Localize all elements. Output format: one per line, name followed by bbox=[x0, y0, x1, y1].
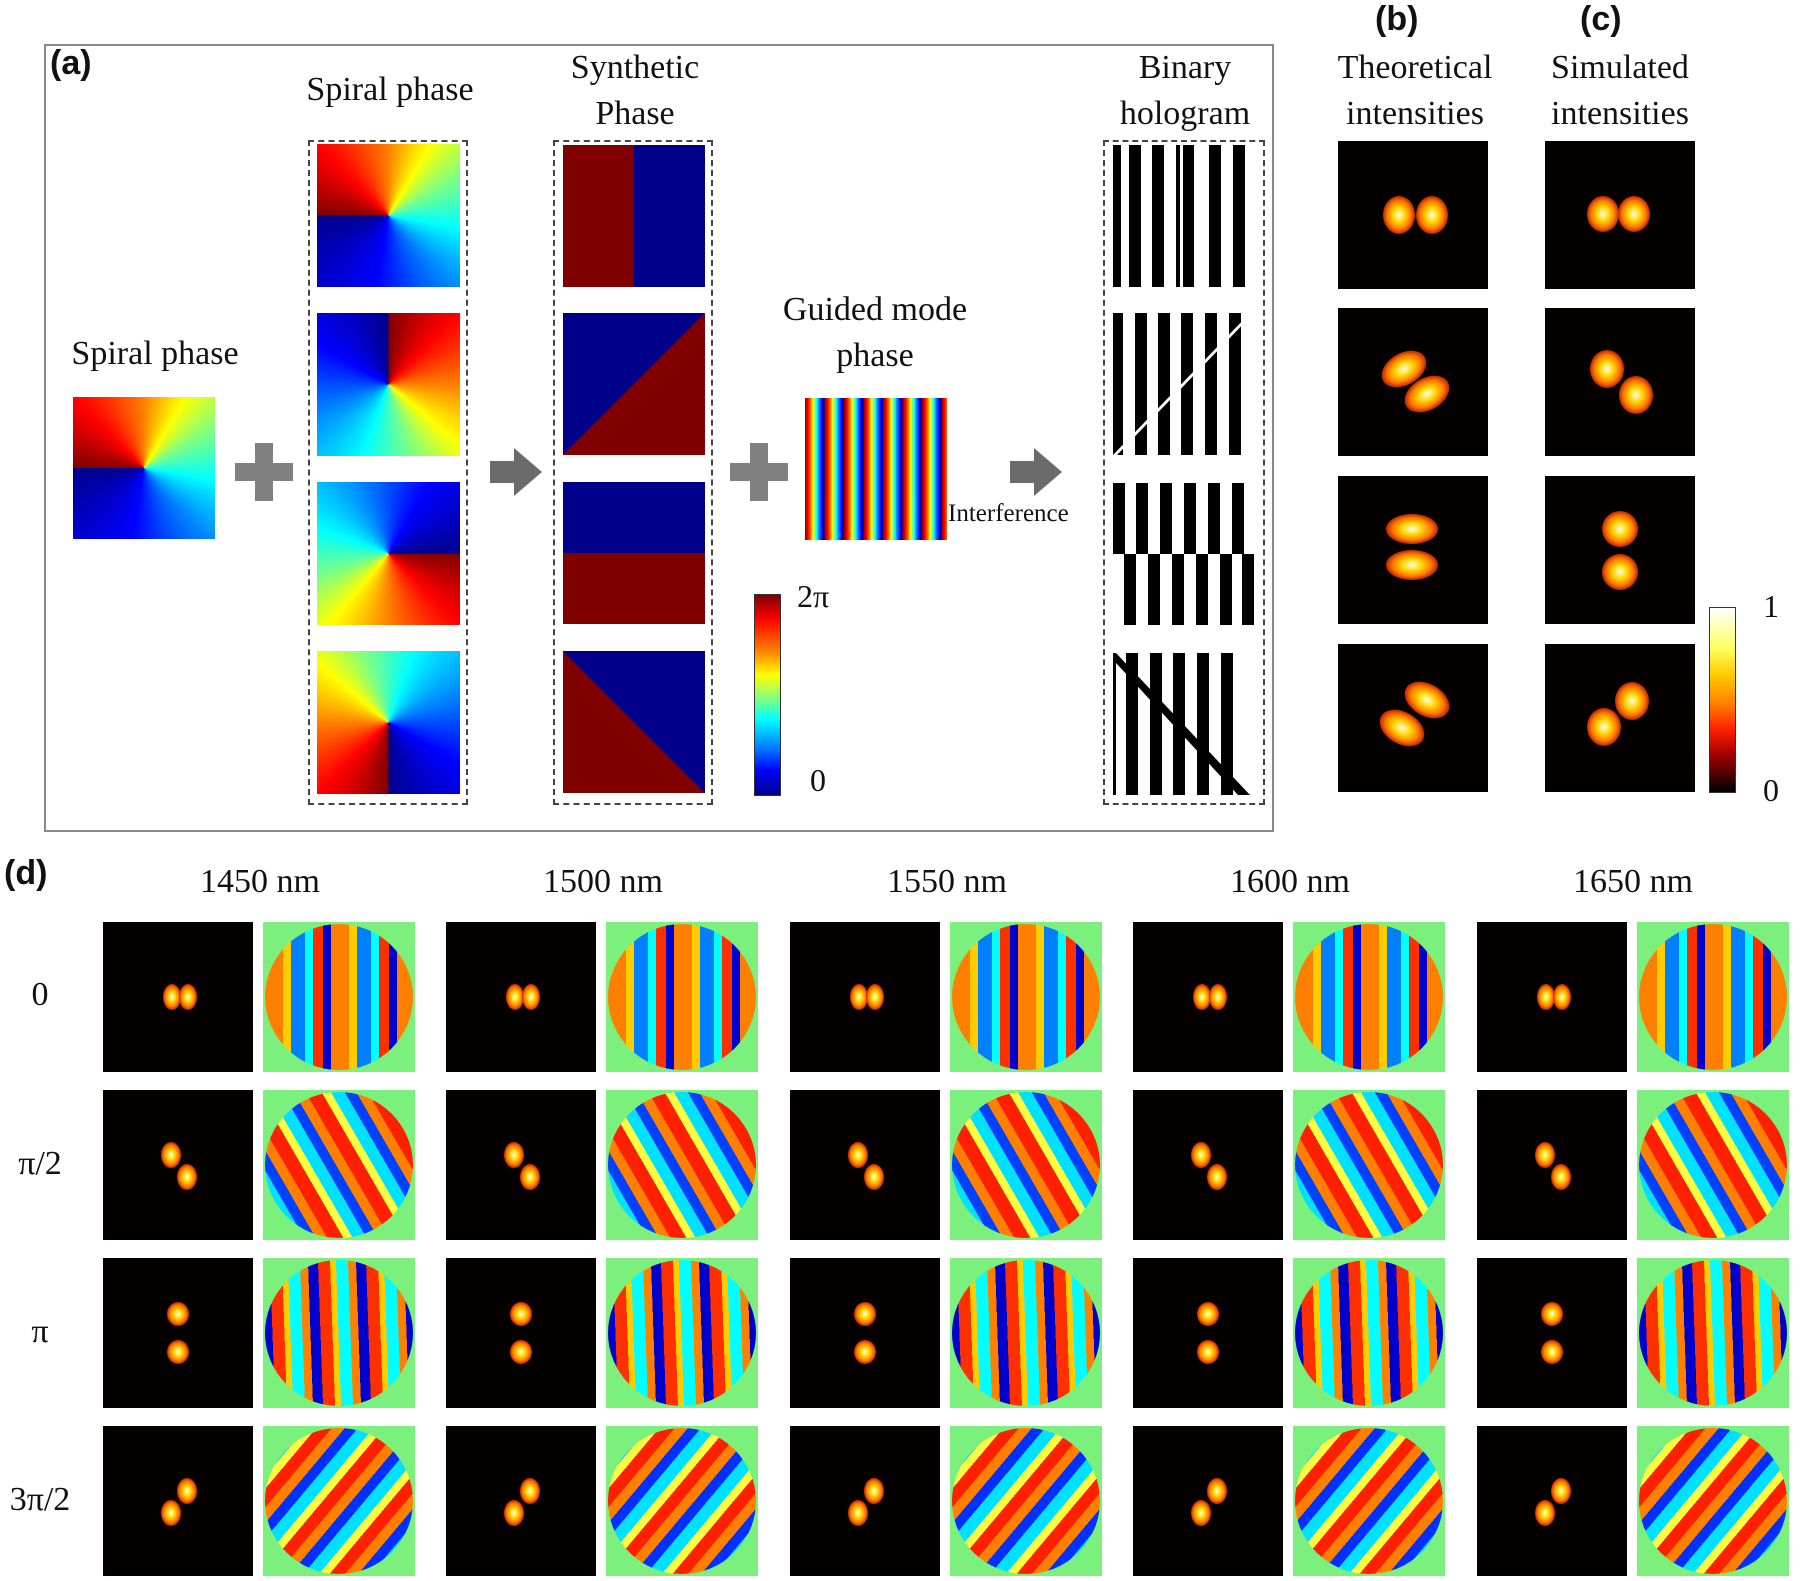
wavelength-intensity-tile bbox=[103, 1258, 253, 1408]
simulated-intensity-tile-1 bbox=[1545, 141, 1695, 289]
wavelength-label-1450: 1450 nm bbox=[200, 863, 320, 900]
wavelength-label-1500: 1500 nm bbox=[543, 863, 663, 900]
wavelength-intensity-tile bbox=[446, 1426, 596, 1576]
wavelength-intensity-tile bbox=[1477, 922, 1627, 1072]
panel-a-label: (a) bbox=[50, 44, 92, 82]
phase-colorbar-max: 2π bbox=[797, 578, 830, 614]
wavelength-phase-map-tile bbox=[1637, 922, 1789, 1072]
wavelength-phase-map-tile bbox=[950, 1426, 1102, 1576]
synthetic-phase-title-line1: Synthetic bbox=[570, 49, 700, 86]
arrow-right-icon bbox=[490, 448, 542, 496]
spiral-phase-tile-4 bbox=[317, 651, 460, 794]
theoretical-intensities-title-line2: intensities bbox=[1346, 95, 1484, 132]
wavelength-phase-map-tile bbox=[606, 922, 758, 1072]
rotation-label-pi: π bbox=[31, 1313, 49, 1350]
spiral-phase-column-frame bbox=[308, 140, 468, 805]
wavelength-intensity-tile bbox=[446, 1258, 596, 1408]
wavelength-phase-map-tile bbox=[950, 1258, 1102, 1408]
synthetic-phase-title-line2: Phase bbox=[595, 95, 675, 132]
simulated-intensity-tile-4 bbox=[1545, 644, 1695, 792]
panel-b-label: (b) bbox=[1375, 0, 1419, 38]
spiral-phase-tile-2 bbox=[317, 313, 460, 456]
wavelength-phase-map-tile bbox=[606, 1090, 758, 1240]
wavelength-phase-map-tile bbox=[606, 1426, 758, 1576]
wavelength-phase-map-tile bbox=[950, 1090, 1102, 1240]
wavelength-label-1550: 1550 nm bbox=[887, 863, 1007, 900]
wavelength-intensity-tile bbox=[1133, 1426, 1283, 1576]
wavelength-intensity-tile bbox=[1133, 922, 1283, 1072]
spiral-phase-tile-3 bbox=[317, 482, 460, 625]
spiral-phase-tile-1 bbox=[317, 144, 460, 287]
panel-c-label: (c) bbox=[1580, 0, 1622, 38]
synthetic-phase-tile-3 bbox=[563, 482, 705, 624]
phase-colorbar-min: 0 bbox=[810, 762, 826, 798]
synthetic-phase-column-frame bbox=[553, 140, 713, 805]
phase-colorbar bbox=[754, 594, 781, 796]
wavelength-label-1600: 1600 nm bbox=[1230, 863, 1350, 900]
wavelength-intensity-tile bbox=[1477, 1090, 1627, 1240]
guided-mode-phase-tile bbox=[805, 398, 947, 540]
simulated-intensity-tile-2 bbox=[1545, 308, 1695, 456]
binary-hologram-title-line2: hologram bbox=[1119, 95, 1251, 132]
wavelength-intensity-tile bbox=[1133, 1258, 1283, 1408]
wavelength-intensity-tile bbox=[103, 1090, 253, 1240]
panel-a-frame bbox=[44, 44, 1274, 832]
wavelength-phase-map-tile bbox=[1637, 1258, 1789, 1408]
wavelength-intensity-tile bbox=[1477, 1426, 1627, 1576]
wavelength-intensity-tile bbox=[1477, 1258, 1627, 1408]
binary-hologram-column-frame bbox=[1103, 140, 1265, 805]
rotation-label-pi-half: π/2 bbox=[18, 1145, 62, 1182]
rotation-label-3pi-half: 3π/2 bbox=[9, 1481, 71, 1518]
simulated-intensity-tile-3 bbox=[1545, 476, 1695, 624]
synthetic-phase-tile-4 bbox=[563, 651, 705, 793]
simulated-intensities-title-line1: Simulated bbox=[1551, 49, 1689, 86]
wavelength-intensity-tile bbox=[790, 1090, 940, 1240]
wavelength-phase-map-tile bbox=[263, 922, 415, 1072]
theoretical-intensities-title-line1: Theoretical bbox=[1337, 49, 1493, 86]
intensity-colorbar bbox=[1709, 607, 1736, 793]
plus-icon bbox=[730, 443, 788, 501]
wavelength-phase-map-tile bbox=[606, 1258, 758, 1408]
binary-hologram-title-line1: Binary bbox=[1138, 49, 1232, 86]
wavelength-phase-map-tile bbox=[1293, 922, 1445, 1072]
wavelength-phase-map-tile bbox=[1293, 1258, 1445, 1408]
synthetic-phase-tile-2 bbox=[563, 313, 705, 455]
simulated-intensities-title-line2: intensities bbox=[1551, 95, 1689, 132]
wavelength-phase-map-tile bbox=[1637, 1426, 1789, 1576]
binary-hologram-tiles bbox=[1113, 145, 1254, 795]
wavelength-phase-map-tile bbox=[263, 1426, 415, 1576]
wavelength-intensity-tile bbox=[790, 922, 940, 1072]
wavelength-intensity-tile bbox=[446, 922, 596, 1072]
spiral-phase-column-title: Spiral phase bbox=[306, 71, 474, 108]
wavelength-phase-map-tile bbox=[1293, 1426, 1445, 1576]
interference-label: Interference bbox=[948, 500, 1069, 527]
guided-mode-title-line1: Guided mode bbox=[782, 291, 968, 328]
wavelength-intensity-tile bbox=[103, 1426, 253, 1576]
guided-mode-title-line2: phase bbox=[836, 337, 914, 374]
wavelength-intensity-tile bbox=[446, 1090, 596, 1240]
theoretical-intensity-tile-4 bbox=[1338, 644, 1488, 792]
intensity-colorbar-max: 1 bbox=[1763, 588, 1779, 624]
wavelength-intensity-tile bbox=[1133, 1090, 1283, 1240]
panel-d-label: (d) bbox=[4, 854, 48, 892]
wavelength-phase-map-tile bbox=[1293, 1090, 1445, 1240]
theoretical-intensity-tile-1 bbox=[1338, 141, 1488, 289]
wavelength-intensity-tile bbox=[790, 1258, 940, 1408]
spiral-phase-input-tile bbox=[73, 397, 215, 539]
wavelength-label-1650: 1650 nm bbox=[1573, 863, 1693, 900]
synthetic-phase-tile-1 bbox=[563, 145, 705, 287]
theoretical-intensity-tile-2 bbox=[1338, 308, 1488, 456]
arrow-right-icon bbox=[1010, 448, 1062, 496]
wavelength-phase-map-tile bbox=[263, 1258, 415, 1408]
wavelength-phase-map-tile bbox=[263, 1090, 415, 1240]
rotation-label-0: 0 bbox=[31, 976, 49, 1013]
wavelength-intensity-tile bbox=[103, 922, 253, 1072]
theoretical-intensity-tile-3 bbox=[1338, 476, 1488, 624]
wavelength-phase-map-tile bbox=[1637, 1090, 1789, 1240]
wavelength-phase-map-tile bbox=[950, 922, 1102, 1072]
spiral-phase-left-title: Spiral phase bbox=[71, 335, 239, 372]
wavelength-intensity-tile bbox=[790, 1426, 940, 1576]
intensity-colorbar-min: 0 bbox=[1763, 772, 1779, 808]
plus-icon bbox=[235, 443, 293, 501]
